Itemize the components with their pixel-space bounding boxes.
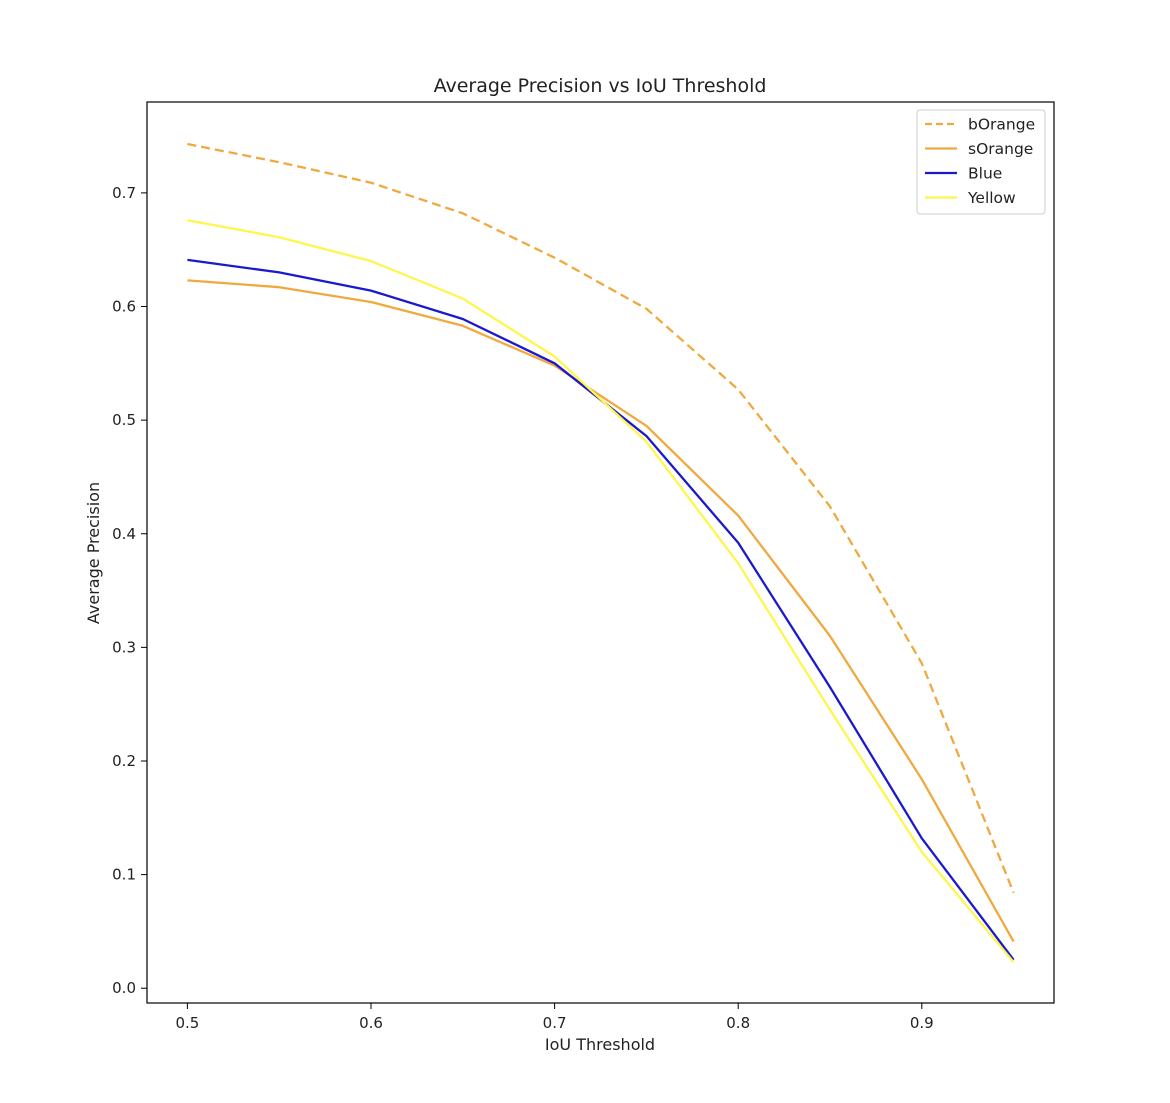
legend-label-yellow: Yellow bbox=[967, 189, 1016, 207]
chart-title: Average Precision vs IoU Threshold bbox=[434, 75, 767, 97]
x-tick-label: 0.6 bbox=[359, 1014, 383, 1032]
legend-label-blue: Blue bbox=[968, 165, 1002, 183]
legend-label-sorange: sOrange bbox=[968, 140, 1033, 158]
x-axis: 0.5 0.6 0.7 0.8 0.9 bbox=[175, 1003, 934, 1032]
x-tick-label: 0.7 bbox=[543, 1014, 567, 1032]
y-tick-label: 0.7 bbox=[112, 184, 136, 202]
plot-frame bbox=[146, 101, 1055, 1004]
legend-box bbox=[916, 109, 1046, 215]
series-line-sorange bbox=[187, 279, 1015, 943]
x-tick-label: 0.8 bbox=[726, 1014, 750, 1032]
x-tick-label: 0.5 bbox=[175, 1014, 199, 1032]
series-line-borange bbox=[187, 142, 1015, 894]
legend: bOrange sOrange Blue Yellow bbox=[916, 109, 1046, 215]
x-tick-label: 0.9 bbox=[910, 1014, 934, 1032]
y-tick-label: 0.1 bbox=[112, 866, 136, 884]
y-tick-label: 0.0 bbox=[112, 979, 136, 997]
legend-label-borange: bOrange bbox=[968, 116, 1035, 134]
y-tick-label: 0.6 bbox=[112, 298, 136, 316]
series-line-blue bbox=[187, 258, 1015, 961]
x-axis-label: IoU Threshold bbox=[545, 1035, 655, 1054]
y-axis: 0.0 0.1 0.2 0.3 0.4 0.5 0.6 0.7 bbox=[112, 184, 147, 997]
y-tick-label: 0.4 bbox=[112, 525, 136, 543]
y-tick-label: 0.3 bbox=[112, 638, 136, 656]
plot-area bbox=[187, 142, 1015, 963]
y-tick-label: 0.2 bbox=[112, 752, 136, 770]
y-axis-label: Average Precision bbox=[84, 482, 103, 624]
series-line-yellow bbox=[187, 219, 1015, 963]
y-tick-label: 0.5 bbox=[112, 411, 136, 429]
